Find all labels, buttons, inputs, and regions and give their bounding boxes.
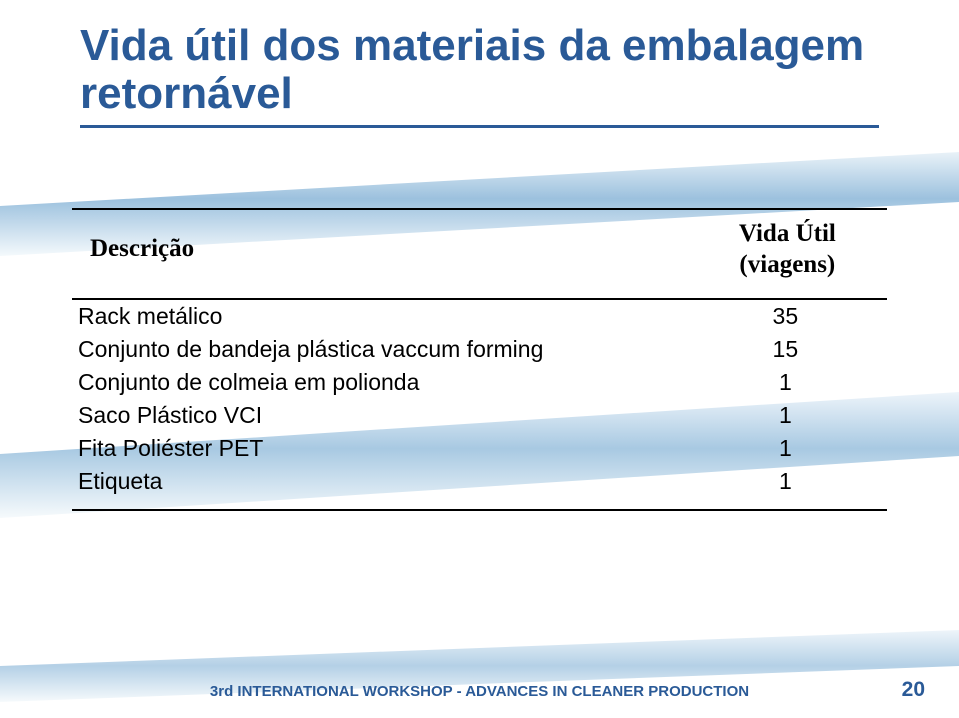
col-header-value: Vida Útil (viagens) [708, 209, 887, 300]
table-row: Conjunto de bandeja plástica vaccum form… [72, 333, 887, 366]
table-header-row: Descrição Vida Útil (viagens) [72, 209, 887, 300]
cell-description: Conjunto de colmeia em polionda [72, 366, 708, 399]
table-row: Fita Poliéster PET1 [72, 432, 887, 465]
table-row: Conjunto de colmeia em polionda1 [72, 366, 887, 399]
slide-footer: 3rd INTERNATIONAL WORKSHOP - ADVANCES IN… [0, 683, 959, 700]
col-header-value-line1: Vida Útil [739, 220, 836, 247]
table-row: Rack metálico35 [72, 299, 887, 333]
col-header-description: Descrição [72, 209, 708, 300]
cell-description: Etiqueta [72, 465, 708, 510]
cell-description: Conjunto de bandeja plástica vaccum form… [72, 333, 708, 366]
cell-value: 1 [708, 465, 887, 510]
cell-description: Saco Plástico VCI [72, 399, 708, 432]
cell-description: Rack metálico [72, 299, 708, 333]
cell-value: 35 [708, 299, 887, 333]
cell-description: Fita Poliéster PET [72, 432, 708, 465]
cell-value: 1 [708, 366, 887, 399]
slide-content: Vida útil dos materiais da embalagem ret… [0, 0, 959, 718]
cell-value: 1 [708, 432, 887, 465]
col-header-value-line2: (viagens) [739, 251, 835, 278]
cell-value: 15 [708, 333, 887, 366]
page-number: 20 [902, 678, 925, 702]
table-row: Saco Plástico VCI1 [72, 399, 887, 432]
materials-lifetime-table: Descrição Vida Útil (viagens) Rack metál… [72, 208, 887, 512]
table-row: Etiqueta1 [72, 465, 887, 510]
slide-title: Vida útil dos materiais da embalagem ret… [80, 22, 879, 128]
cell-value: 1 [708, 399, 887, 432]
data-table-container: Descrição Vida Útil (viagens) Rack metál… [50, 208, 909, 512]
